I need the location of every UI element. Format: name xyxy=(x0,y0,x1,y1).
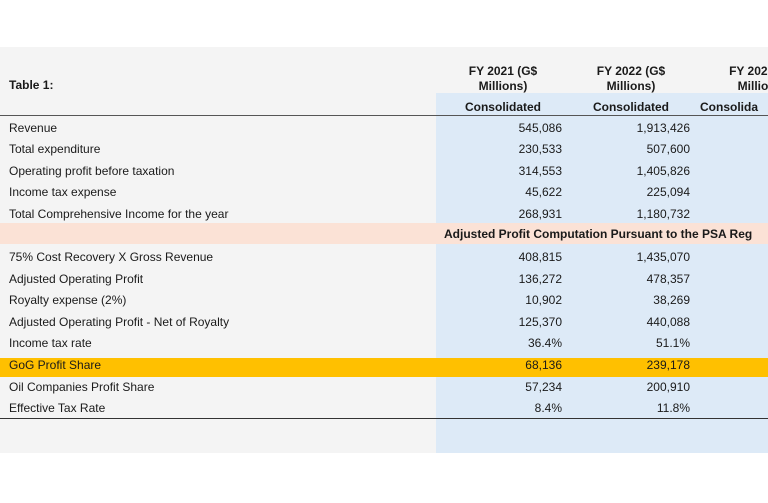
row-value: 68,136 xyxy=(525,358,562,372)
row-value: 440,088 xyxy=(646,315,690,329)
header-divider xyxy=(0,115,768,116)
row-label: 75% Cost Recovery X Gross Revenue xyxy=(9,250,214,264)
consolidated-column-bg xyxy=(436,93,768,453)
table-row: Adjusted Operating Profit136,272478,3575… xyxy=(0,269,768,290)
row-value: 1,435,070 xyxy=(636,250,690,264)
row-value: 408,815 xyxy=(518,250,562,264)
column-subheader-fy2022: Consolidated xyxy=(592,100,669,114)
table-row: Operating profit before taxation 314,553 1… xyxy=(0,161,768,182)
row-value: 314,553 xyxy=(518,164,562,178)
row-value: 8.4% xyxy=(534,401,562,415)
row-value: 478,357 xyxy=(646,272,690,286)
row-label: Operating profit before taxation xyxy=(9,164,175,178)
row-value: 507,600 xyxy=(646,142,690,156)
row-label: Revenue xyxy=(9,121,58,135)
row-label: Effective Tax Rate xyxy=(9,401,106,415)
table-row: 75% Cost Recovery X Gross Revenue 408,815… xyxy=(0,247,768,268)
table-row: Adjusted Operating Profit - Net of Royal… xyxy=(0,312,768,333)
row-value: 38,269 xyxy=(653,293,690,307)
row-label: Total expenditure xyxy=(9,142,101,156)
row-value: 125,370 xyxy=(518,315,562,329)
row-value: 51.1% xyxy=(655,336,690,350)
table-row: Oil Companies Profit Share57,234200,9102… xyxy=(0,377,768,398)
row-value: 45,622 xyxy=(525,185,562,199)
row-value: 136,272 xyxy=(518,272,562,286)
column-subheader-fy2021: Consolidated xyxy=(464,100,541,114)
row-value: 10,902 xyxy=(525,293,562,307)
row-value: 268,931 xyxy=(518,207,562,221)
row-value: 1,405,826 xyxy=(636,164,690,178)
row-value: 1,180,732 xyxy=(636,207,690,221)
row-value: 200,910 xyxy=(646,380,690,394)
column-header-fy2021: FY 2021 (G$ Millions) xyxy=(468,64,538,93)
row-label: Total Comprehensive Income for the year xyxy=(9,207,229,221)
table-bottom-rule xyxy=(0,418,768,419)
table-row: Total Comprehensive Income for the year 2… xyxy=(0,204,768,225)
row-label: Income tax rate xyxy=(9,336,92,350)
row-label: Oil Companies Profit Share xyxy=(9,380,155,394)
row-value: 545,086 xyxy=(518,121,562,135)
row-label: Royalty expense (2%) xyxy=(9,293,127,307)
row-label: Income tax expense xyxy=(9,185,117,199)
row-value: 225,094 xyxy=(646,185,690,199)
section-band xyxy=(0,223,768,244)
table-title: Table 1: xyxy=(9,78,54,92)
column-header-fy2022: FY 2022 (G$ Millions) xyxy=(596,64,666,93)
row-label: Adjusted Operating Profit - Net of Royal… xyxy=(9,315,230,329)
row-value: 11.8% xyxy=(656,401,690,415)
row-value: 239,178 xyxy=(646,358,690,372)
table-panel: Table 1: FY 2021 (G$ Millions) FY 2022 (… xyxy=(0,47,768,453)
row-value: 36.4% xyxy=(527,336,562,350)
highlight-row-band xyxy=(0,358,768,377)
section-heading: Adjusted Profit Computation Pursuant to … xyxy=(444,227,753,241)
row-label: Adjusted Operating Profit xyxy=(9,272,144,286)
row-label: GoG Profit Share xyxy=(9,358,102,372)
row-value: 1,913,426 xyxy=(636,121,690,135)
row-value: 230,533 xyxy=(518,142,562,156)
column-header-fy2023: FY 2023 (G Millions xyxy=(729,64,768,93)
row-value: 57,234 xyxy=(525,380,562,394)
column-subheader-fy2023: Consolida xyxy=(700,100,759,114)
